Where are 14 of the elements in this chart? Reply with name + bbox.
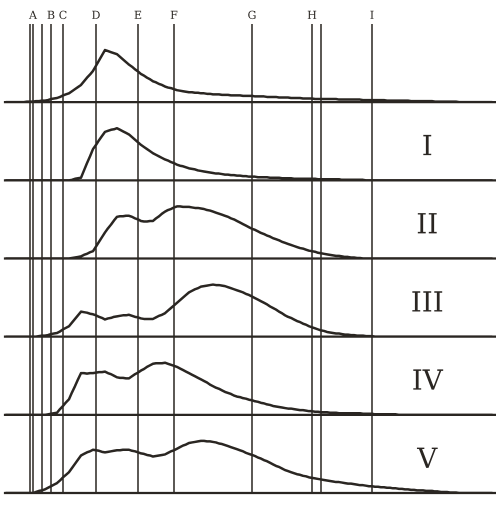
x-tick-label: A bbox=[28, 10, 38, 19]
chart-title: IV bbox=[413, 369, 444, 390]
x-tick-label: C bbox=[59, 10, 67, 20]
chart-title: II bbox=[418, 213, 437, 234]
x-tick-label: E bbox=[134, 10, 142, 19]
chart-title: V bbox=[416, 448, 438, 468]
x-tick-label: H bbox=[308, 10, 316, 19]
chart-title: I bbox=[423, 134, 432, 156]
x-tick-label: B bbox=[48, 10, 54, 19]
x-tick-label: G bbox=[248, 10, 256, 20]
x-tick-label: I bbox=[370, 10, 374, 19]
chart-title: III bbox=[412, 291, 442, 312]
x-tick-label: D bbox=[92, 10, 100, 19]
x-tick-label: F bbox=[170, 10, 178, 19]
